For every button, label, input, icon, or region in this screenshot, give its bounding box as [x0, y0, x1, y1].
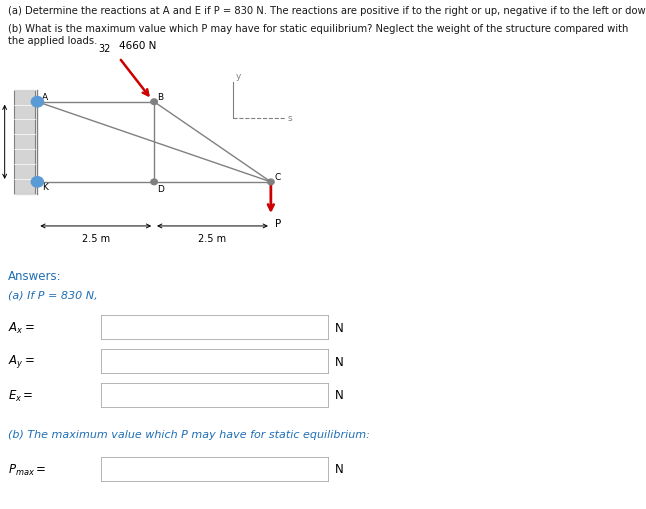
Text: D: D: [157, 184, 164, 193]
Text: i: i: [86, 321, 90, 334]
Text: N: N: [335, 463, 344, 475]
Text: N: N: [335, 389, 344, 402]
Text: 2.5 m: 2.5 m: [81, 234, 110, 244]
Circle shape: [151, 100, 158, 105]
Text: $A_y=$: $A_y=$: [8, 353, 34, 370]
Text: s: s: [287, 114, 292, 123]
Text: N: N: [335, 355, 344, 368]
Text: i: i: [86, 463, 90, 475]
Text: 2.5 m: 2.5 m: [198, 234, 227, 244]
Text: C: C: [275, 173, 281, 182]
Text: i: i: [86, 389, 90, 402]
Circle shape: [31, 97, 43, 108]
Text: (a) If P = 830 N,: (a) If P = 830 N,: [8, 291, 98, 300]
Text: $A_x=$: $A_x=$: [8, 320, 34, 335]
Text: B: B: [157, 92, 163, 101]
Text: K: K: [42, 183, 48, 192]
Text: i: i: [86, 355, 90, 368]
Text: A: A: [42, 92, 48, 101]
Text: y: y: [235, 72, 241, 81]
Text: 32: 32: [98, 44, 110, 54]
Text: $E_x=$: $E_x=$: [8, 388, 34, 403]
Text: (b) What is the maximum value which P may have for static equilibrium? Neglect t: (b) What is the maximum value which P ma…: [8, 24, 628, 46]
Text: Answers:: Answers:: [8, 269, 61, 282]
Text: 4660 N: 4660 N: [119, 41, 156, 51]
Text: P: P: [275, 218, 281, 229]
Bar: [14, 91, 35, 194]
Circle shape: [31, 177, 43, 188]
Circle shape: [267, 180, 274, 185]
Text: (b) The maximum value which P may have for static equilibrium:: (b) The maximum value which P may have f…: [8, 429, 370, 439]
Text: $P_{max}=$: $P_{max}=$: [8, 462, 46, 476]
Text: N: N: [335, 321, 344, 334]
Text: (a) Determine the reactions at A and E if P = 830 N. The reactions are positive : (a) Determine the reactions at A and E i…: [8, 6, 646, 16]
Circle shape: [151, 180, 158, 185]
